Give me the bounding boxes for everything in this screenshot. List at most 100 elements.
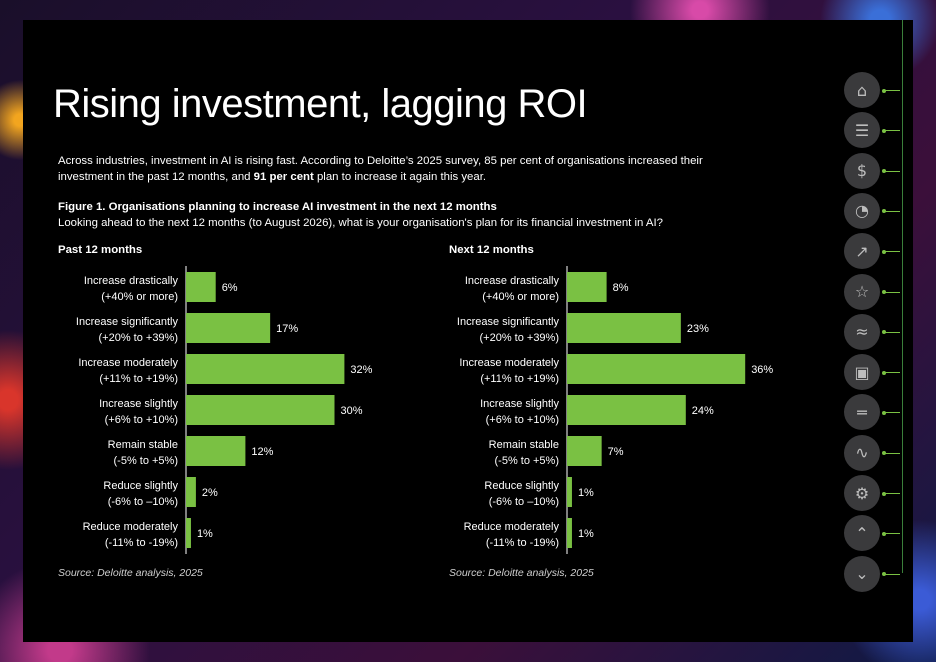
value-label: 32%	[350, 364, 372, 376]
nav-dot	[882, 88, 886, 93]
nav-dot	[882, 249, 886, 254]
bar	[186, 354, 345, 384]
bar	[186, 477, 196, 507]
bar	[186, 272, 216, 302]
bar	[186, 395, 335, 425]
chart-title-next: Next 12 months	[449, 244, 534, 256]
category-label: Increase significantly	[76, 316, 179, 328]
home-icon: ⌂	[856, 80, 868, 100]
category-range-label: (-6% to –10%)	[108, 496, 178, 508]
nav-button-handshake[interactable]: ≈	[844, 313, 880, 350]
source-note-next: Source: Deloitte analysis, 2025	[449, 567, 594, 579]
value-label: 2%	[202, 487, 218, 499]
value-label: 7%	[608, 446, 624, 458]
category-range-label: (+11% to +19%)	[99, 373, 178, 385]
value-label: 30%	[341, 405, 363, 417]
nav-dot	[882, 451, 886, 456]
category-label: Increase slightly	[99, 398, 178, 410]
nav-dot	[882, 290, 886, 294]
value-label: 23%	[687, 323, 709, 335]
category-label: Reduce moderately	[83, 521, 179, 533]
category-range-label: (+20% to +39%)	[99, 332, 179, 344]
category-range-label: (+6% to +10%)	[486, 414, 559, 426]
page-title: Rising investment, lagging ROI	[53, 82, 588, 126]
ruler-icon: ═	[857, 402, 867, 422]
nav-connector	[884, 493, 900, 494]
value-label: 1%	[197, 528, 213, 540]
nav-dot	[882, 330, 886, 335]
source-note-past: Source: Deloitte analysis, 2025	[58, 567, 203, 579]
nav-connector	[884, 573, 900, 575]
nav-dot	[882, 491, 886, 496]
nav-connector	[884, 130, 900, 132]
chart-title-past: Past 12 months	[58, 244, 143, 256]
nav-dot	[882, 128, 886, 133]
nav-button-list[interactable]: ☰	[844, 112, 880, 149]
category-label: Increase drastically	[84, 275, 179, 287]
nav-dot	[882, 370, 886, 375]
category-range-label: (-11% to -19%)	[105, 537, 178, 549]
bar	[567, 436, 602, 466]
robot-icon: ▣	[854, 362, 870, 382]
category-label: Reduce slightly	[484, 480, 559, 492]
bar	[186, 313, 271, 343]
value-label: 1%	[578, 487, 594, 499]
section-navigation: ⌂ ☰ $ ◔ ↗ ☆ ≈ ▣ ═ ∿ ⚙ ⌃ ⌄	[840, 20, 910, 598]
nav-button-ruler[interactable]: ═	[844, 394, 880, 431]
nav-button-arrow-down[interactable]: ⌄	[844, 555, 880, 592]
category-label: Reduce moderately	[464, 521, 560, 533]
category-range-label: (-11% to -19%)	[486, 537, 559, 549]
nav-button-robot[interactable]: ▣	[844, 354, 880, 391]
nav-button-home[interactable]: ⌂	[844, 72, 880, 108]
nav-connector	[884, 291, 900, 293]
nav-button-gear[interactable]: ⚙	[844, 475, 880, 511]
nav-connector	[884, 170, 900, 172]
category-range-label: (-6% to –10%)	[489, 496, 559, 508]
category-label: Increase significantly	[457, 316, 560, 328]
nav-dot	[882, 209, 886, 214]
value-label: 8%	[613, 282, 629, 294]
handshake-icon: ≈	[855, 322, 869, 342]
nav-button-money-bag[interactable]: $	[844, 152, 880, 189]
category-label: Increase moderately	[459, 357, 559, 369]
value-label: 12%	[251, 446, 273, 458]
nav-connector	[884, 372, 900, 374]
intro-paragraph: Across industries, investment in AI is r…	[58, 153, 738, 185]
bar	[567, 518, 572, 548]
nav-button-pie-chart[interactable]: ◔	[844, 192, 880, 229]
bar	[567, 272, 607, 302]
nav-connector	[884, 533, 900, 535]
nav-button-network[interactable]: ∿	[844, 434, 880, 471]
money-bag-icon: $	[856, 161, 868, 181]
nav-dot	[882, 531, 886, 536]
value-label: 36%	[751, 364, 773, 376]
value-label: 24%	[692, 405, 714, 417]
intro-text-end: plan to increase it again this year.	[313, 171, 487, 183]
nav-button-trophy[interactable]: ☆	[844, 273, 880, 310]
figure-title: Figure 1. Organisations planning to incr…	[58, 201, 497, 213]
growth-chart-icon: ↗	[855, 241, 869, 261]
value-label: 17%	[276, 323, 298, 335]
pie-chart-icon: ◔	[855, 201, 869, 221]
list-icon: ☰	[854, 120, 870, 140]
nav-button-growth-chart[interactable]: ↗	[844, 233, 880, 270]
arrow-up-icon: ⌃	[855, 523, 869, 543]
arrow-down-icon: ⌄	[855, 564, 869, 584]
bar	[567, 395, 686, 425]
bar	[186, 436, 246, 466]
nav-connector	[884, 452, 900, 454]
chart-next-12-months: Increase drastically (+40% or more) 8% Incr…	[457, 266, 773, 554]
category-range-label: (+40% or more)	[482, 291, 559, 303]
category-label: Increase drastically	[465, 275, 560, 287]
nav-button-arrow-up[interactable]: ⌃	[844, 515, 880, 552]
nav-connector	[884, 412, 900, 414]
category-label: Increase slightly	[480, 398, 559, 410]
bar	[567, 313, 681, 343]
intro-highlight: 91 per cent	[253, 171, 314, 183]
nav-connector	[884, 210, 900, 212]
bar	[567, 477, 572, 507]
category-range-label: (-5% to +5%)	[114, 455, 179, 467]
nav-dot	[882, 169, 886, 174]
trophy-icon: ☆	[854, 282, 870, 301]
nav-dot	[882, 572, 886, 577]
